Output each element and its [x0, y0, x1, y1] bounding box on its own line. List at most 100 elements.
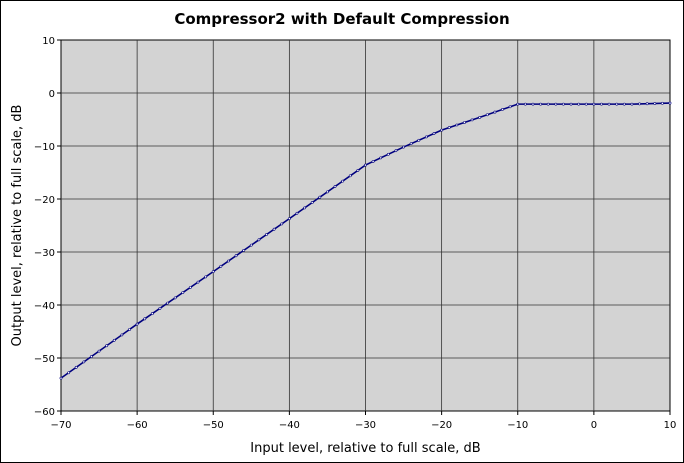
series-point [90, 355, 93, 358]
series-layer [59, 101, 672, 380]
series-point [592, 102, 596, 106]
x-tick-label: −70 [50, 420, 71, 431]
y-tick-label: −30 [34, 248, 55, 259]
series-point [645, 102, 649, 106]
series-point [508, 105, 512, 109]
series-point [630, 102, 634, 106]
x-tick-label: 10 [664, 420, 677, 431]
series-point [166, 301, 169, 305]
series-point [287, 217, 291, 221]
series-point [196, 280, 200, 284]
y-tick-label: −40 [34, 301, 55, 312]
series-point [615, 102, 619, 106]
series-point [447, 126, 451, 129]
series-point [569, 102, 573, 106]
series-point [356, 169, 360, 172]
series-point [189, 285, 192, 289]
series-point [249, 243, 253, 247]
series-point [386, 152, 390, 156]
series-point [607, 102, 611, 106]
series-point [219, 264, 223, 268]
x-tick-label: −20 [431, 420, 452, 431]
series-point [417, 138, 421, 142]
series-point [516, 102, 520, 106]
y-tick-label: −60 [34, 407, 55, 418]
series-point [440, 128, 444, 132]
x-axis-label: Input level, relative to full scale, dB [250, 441, 480, 456]
x-tick-label: −40 [279, 420, 300, 431]
series-point [523, 102, 527, 106]
series-point [158, 306, 162, 310]
y-tick-label: 0 [49, 89, 55, 100]
series-point [660, 101, 664, 105]
series-point [371, 160, 375, 163]
y-axis-label: Output level, relative to full scale, dB [10, 105, 25, 347]
series-point [211, 270, 215, 274]
axis-ticks: −70 −60 −50 −40 −30 −20 −10 0 10 10 0 −10 −20 −30 −40 −… [34, 36, 676, 431]
series-point [341, 179, 345, 183]
series-point [470, 118, 474, 122]
series-point [379, 156, 383, 160]
series-point [59, 376, 63, 380]
series-point [463, 121, 466, 124]
series-point [303, 206, 307, 210]
series-point [622, 102, 626, 106]
series-point [280, 222, 284, 226]
series-point [227, 259, 230, 263]
series-point [493, 110, 497, 114]
grid-lines [61, 40, 670, 411]
series-point [638, 102, 641, 106]
series-point [97, 349, 101, 353]
series-point [600, 102, 603, 106]
series-point [402, 145, 405, 149]
series-point [128, 328, 131, 331]
series-point [318, 195, 322, 199]
series-point [333, 185, 337, 188]
series-point [272, 227, 276, 231]
series-point [539, 102, 542, 106]
series-point [546, 102, 550, 106]
series-point [143, 317, 147, 321]
series-point [67, 371, 71, 375]
series-point [326, 190, 329, 194]
series-point [478, 115, 482, 119]
series-point [150, 312, 154, 315]
chart-title: Compressor2 with Default Compression [174, 10, 509, 28]
series-point [531, 102, 535, 106]
series-point [173, 296, 177, 300]
series-point [364, 163, 367, 167]
x-tick-label: 0 [591, 420, 597, 431]
series-point [310, 201, 314, 204]
series-point [577, 102, 581, 106]
series-point [204, 275, 208, 279]
series-point [501, 108, 504, 111]
y-tick-label: 10 [42, 36, 55, 47]
series-point [265, 233, 268, 236]
series-point [485, 113, 489, 117]
series-point [562, 102, 565, 106]
series-point [424, 135, 428, 139]
series-point [82, 360, 86, 364]
series-point [348, 174, 352, 178]
series-point [584, 102, 588, 106]
y-tick-label: −20 [34, 195, 55, 206]
series-point [295, 211, 299, 215]
x-tick-label: −30 [355, 420, 376, 431]
series-point [257, 238, 261, 242]
series-point [112, 338, 116, 342]
series-point [120, 333, 124, 337]
series-point [455, 123, 459, 127]
series-point [668, 101, 672, 105]
series-point [105, 344, 109, 348]
y-tick-label: −50 [34, 354, 55, 365]
y-tick-label: −10 [34, 142, 55, 153]
x-tick-label: −10 [507, 420, 528, 431]
series-point [554, 102, 558, 106]
x-tick-label: −50 [203, 420, 224, 431]
series-point [409, 142, 413, 146]
x-tick-label: −60 [127, 420, 148, 431]
series-point [242, 249, 246, 252]
series-point [432, 132, 436, 135]
